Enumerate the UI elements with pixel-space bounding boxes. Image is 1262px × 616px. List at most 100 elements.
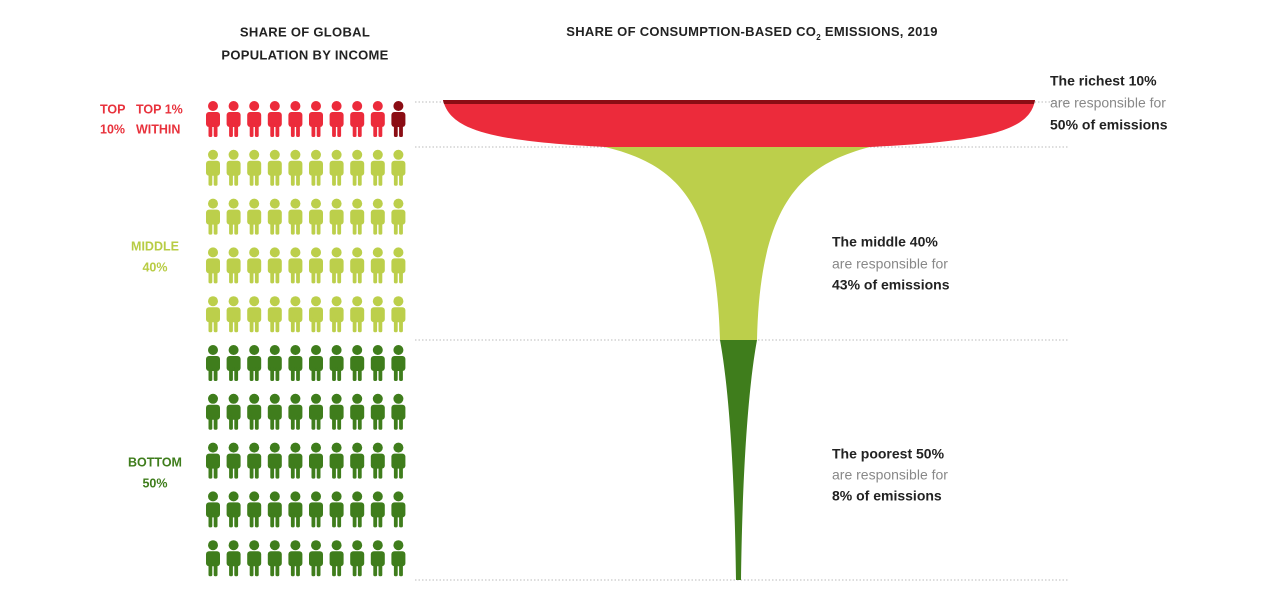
note: are responsible for <box>832 467 948 483</box>
person-icon <box>267 149 282 186</box>
person-icon <box>309 296 323 333</box>
person-icon <box>247 345 262 381</box>
title-subscript: 2 <box>816 33 821 42</box>
person-icon <box>288 296 303 333</box>
funnel-bottom <box>720 340 757 580</box>
person-icon <box>247 442 262 479</box>
person-icon <box>350 198 365 235</box>
person-icon <box>309 247 323 284</box>
person-icon <box>267 393 282 430</box>
person-icon <box>370 198 385 235</box>
person-icon <box>350 442 365 479</box>
person-icon <box>309 491 323 528</box>
emissions-title: SHARE OF CONSUMPTION-BASED CO2 EMISSIONS… <box>566 24 937 42</box>
person-icon <box>247 198 262 235</box>
person-icon <box>391 247 406 284</box>
person-icon <box>206 198 220 235</box>
person-icon <box>206 101 220 137</box>
person-icon <box>247 540 262 577</box>
person-icon <box>247 149 262 186</box>
person-icon <box>391 198 406 235</box>
person-icon <box>370 442 385 479</box>
person-icon <box>309 442 323 479</box>
person-icon <box>267 101 282 137</box>
person-icon <box>391 442 406 479</box>
person-icon <box>370 345 385 381</box>
person-icon <box>206 393 220 430</box>
person-icon <box>206 442 220 479</box>
person-icon <box>288 247 303 284</box>
person-icon <box>309 540 323 577</box>
person-icon <box>267 442 282 479</box>
funnel-middle <box>605 147 870 340</box>
person-icon <box>226 198 241 235</box>
people-grid <box>206 101 406 577</box>
person-icon <box>350 345 365 381</box>
person-icon <box>309 198 323 235</box>
group-label: 40% <box>142 260 167 274</box>
person-icon <box>288 149 303 186</box>
person-icon <box>329 149 344 186</box>
person-icon <box>247 296 262 333</box>
person-icon <box>226 491 241 528</box>
person-icon <box>206 296 220 333</box>
person-icon <box>350 149 365 186</box>
person-icon <box>329 101 344 137</box>
person-icon <box>309 393 323 430</box>
person-icon <box>288 345 303 381</box>
person-icon <box>350 393 365 430</box>
person-icon <box>247 247 262 284</box>
person-icon <box>370 540 385 577</box>
person-icon <box>329 491 344 528</box>
note: 8% of emissions <box>832 488 942 504</box>
person-icon <box>288 198 303 235</box>
note: are responsible for <box>832 256 948 272</box>
person-icon <box>247 101 262 137</box>
person-icon <box>267 198 282 235</box>
person-icon <box>247 491 262 528</box>
title-text: SHARE OF CONSUMPTION-BASED CO <box>566 24 816 39</box>
person-icon <box>309 149 323 186</box>
person-icon <box>288 442 303 479</box>
note: 50% of emissions <box>1050 117 1168 133</box>
person-icon <box>370 296 385 333</box>
person-icon <box>391 491 406 528</box>
person-icon <box>391 393 406 430</box>
person-icon <box>391 345 406 381</box>
person-icon <box>267 345 282 381</box>
person-icon <box>247 393 262 430</box>
person-icon <box>288 491 303 528</box>
person-icon <box>226 345 241 381</box>
person-icon <box>370 393 385 430</box>
person-icon <box>206 345 220 381</box>
person-icon <box>226 540 241 577</box>
person-icon <box>226 149 241 186</box>
person-icon <box>267 247 282 284</box>
person-icon <box>350 296 365 333</box>
group-sublabel: WITHIN <box>136 122 180 136</box>
person-icon <box>226 101 241 137</box>
person-icon <box>329 247 344 284</box>
note: The middle 40% <box>832 234 938 250</box>
person-icon <box>391 101 406 137</box>
person-icon <box>288 393 303 430</box>
funnel-top-1 <box>443 100 1035 104</box>
person-icon <box>329 393 344 430</box>
person-icon <box>329 198 344 235</box>
person-icon <box>350 101 365 137</box>
note: are responsible for <box>1050 95 1166 111</box>
person-icon <box>350 247 365 284</box>
population-title: SHARE OF GLOBAL <box>240 24 370 39</box>
person-icon <box>309 345 323 381</box>
population-title: POPULATION BY INCOME <box>221 47 388 62</box>
group-label: MIDDLE <box>131 239 179 253</box>
person-icon <box>350 491 365 528</box>
person-icon <box>391 540 406 577</box>
group-sublabel: TOP 1% <box>136 102 183 116</box>
person-icon <box>206 149 220 186</box>
person-icon <box>370 101 385 137</box>
person-icon <box>350 540 365 577</box>
group-label: BOTTOM <box>128 455 182 469</box>
person-icon <box>226 247 241 284</box>
